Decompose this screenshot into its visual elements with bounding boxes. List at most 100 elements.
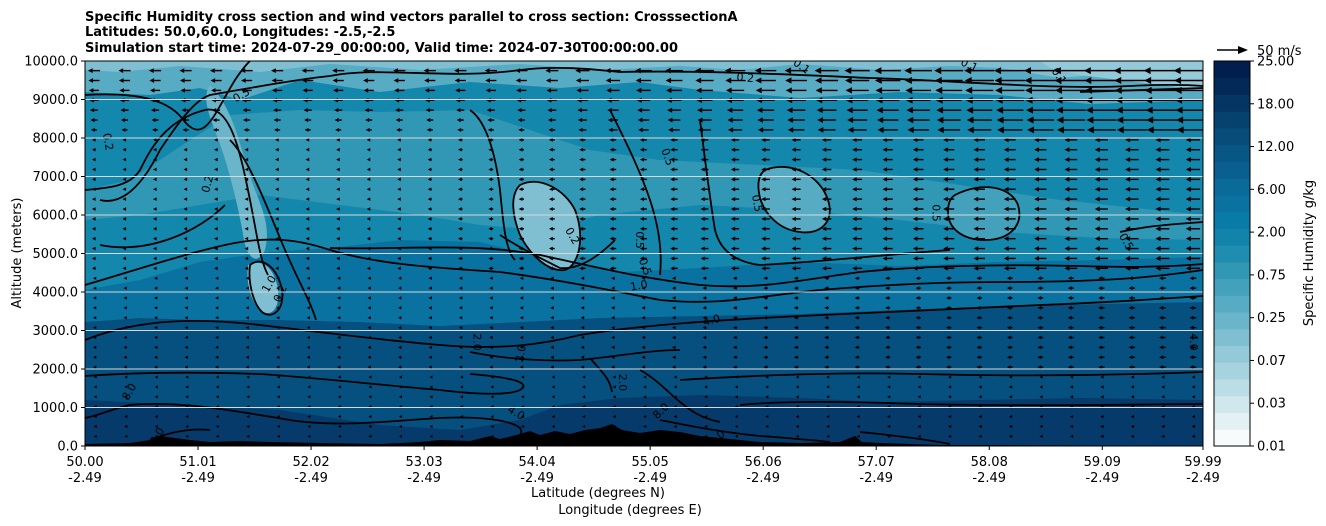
wind-vector-head xyxy=(1034,167,1039,172)
wind-vector-head xyxy=(123,276,127,280)
wind-vector-head xyxy=(847,127,854,133)
wind-vector-head xyxy=(821,226,827,231)
wind-vector-head xyxy=(915,335,920,340)
wind-vector-head xyxy=(489,325,493,330)
wind-vector-head xyxy=(153,266,157,271)
y-tick-label: 5000.0 xyxy=(33,247,79,262)
wind-vector-head xyxy=(580,365,585,369)
wind-vector-head xyxy=(945,325,950,330)
wind-vector-head xyxy=(609,157,614,162)
wind-vector-head xyxy=(582,424,586,429)
wind-vector-head xyxy=(488,137,493,142)
wind-vector-head xyxy=(183,177,188,182)
wind-vector-head xyxy=(458,296,463,300)
wind-vector-head xyxy=(793,365,798,370)
wind-vector-head xyxy=(427,197,432,201)
wind-vector-head xyxy=(611,276,615,280)
wind-vector-head xyxy=(635,77,641,84)
wind-vector-head xyxy=(673,434,677,438)
wind-vector-head xyxy=(275,226,279,231)
wind-vector-head xyxy=(695,87,702,94)
wind-vector-head xyxy=(814,67,822,74)
wind-vector-head xyxy=(427,217,432,221)
wind-vector-head xyxy=(366,246,371,251)
wind-vector-head xyxy=(763,325,767,330)
wind-vector-head xyxy=(826,434,830,438)
wind-vector-head xyxy=(947,414,952,419)
wind-vector-head xyxy=(937,126,944,134)
wind-vector-head xyxy=(765,395,769,399)
wind-vector-head xyxy=(1034,186,1039,192)
wind-vector-head xyxy=(670,147,675,152)
wind-vector-head xyxy=(582,415,586,419)
wind-vector-head xyxy=(548,226,553,231)
wind-vector-head xyxy=(91,246,96,251)
wind-vector-head xyxy=(730,226,736,231)
wind-vector-head xyxy=(641,296,646,300)
wind-vector-head xyxy=(1144,86,1152,94)
wind-vector-head xyxy=(579,266,584,271)
wind-vector-head xyxy=(490,375,494,379)
wind-vector-head xyxy=(821,147,827,152)
wind-vector-head xyxy=(1008,385,1013,389)
quiver-key: 50 m/s xyxy=(1217,44,1302,59)
wind-vector-head xyxy=(791,167,796,172)
wind-vector-head xyxy=(579,157,584,162)
wind-vector-head xyxy=(732,335,737,340)
wind-vector-head xyxy=(854,365,859,370)
wind-vector-head xyxy=(1115,106,1123,114)
wind-vector-head xyxy=(725,77,732,84)
wind-vector-head xyxy=(184,325,188,330)
wind-vector-head xyxy=(761,147,766,152)
wind-vectors xyxy=(87,67,1203,439)
wind-vector-head xyxy=(518,177,523,182)
wind-vector-head xyxy=(1006,345,1011,350)
wind-vector-head xyxy=(1125,246,1131,252)
wind-vector-head xyxy=(943,265,948,271)
wind-vector-head xyxy=(214,236,218,241)
wind-vector-head xyxy=(183,157,188,162)
contour-line xyxy=(739,400,1203,407)
colorbar-tick-label: 0.01 xyxy=(1257,440,1286,455)
wind-vector-head xyxy=(337,395,341,399)
wind-vector-head xyxy=(821,137,827,143)
wind-vector-head xyxy=(697,117,703,123)
wind-vector-head xyxy=(153,138,157,142)
contour-label: 0.5 xyxy=(633,231,646,249)
wind-vector-head xyxy=(1185,226,1191,232)
wind-vector-head xyxy=(1189,305,1194,310)
wind-vector-head xyxy=(368,375,372,379)
wind-vector-head xyxy=(1125,265,1131,271)
wind-vector-head xyxy=(273,118,278,123)
wind-vector-head xyxy=(91,236,96,241)
wind-vector-head xyxy=(242,108,247,113)
wind-vector-head xyxy=(976,365,981,370)
wind-vector-head xyxy=(337,296,341,300)
wind-vector-head xyxy=(179,78,185,83)
wind-vector-head xyxy=(551,434,555,438)
wind-vector-head xyxy=(1023,67,1031,75)
wind-vector-head xyxy=(875,97,883,104)
wind-vector-head xyxy=(579,177,584,182)
wind-vector-head xyxy=(1037,325,1042,330)
wind-vector-head xyxy=(275,167,279,172)
wind-vector-head xyxy=(154,375,158,379)
wind-vector-head xyxy=(755,87,762,94)
wind-vector-head xyxy=(517,108,522,113)
wind-vector-head xyxy=(548,167,553,172)
wind-vector-head xyxy=(1094,166,1100,172)
wind-vector-head xyxy=(1155,157,1161,163)
wind-vector-head xyxy=(459,434,464,438)
wind-vector-head xyxy=(943,206,948,212)
wind-vector-head xyxy=(366,226,371,231)
colorbar: 0.01 0.03 0.07 0.25 0.75 2.00 6.00 12.00 18.00 25… xyxy=(1213,55,1294,455)
wind-vector-head xyxy=(670,177,675,182)
y-axis-label: Altitude (meters) xyxy=(10,198,25,309)
wind-vector-head xyxy=(1155,265,1161,271)
wind-vector-head xyxy=(212,108,217,113)
wind-vector-head xyxy=(643,434,647,438)
wind-vector-head xyxy=(1055,96,1063,104)
x-tick-label-lon: -2.49 xyxy=(68,471,102,486)
wind-vector-head xyxy=(429,385,433,389)
wind-vector-head xyxy=(763,355,767,360)
